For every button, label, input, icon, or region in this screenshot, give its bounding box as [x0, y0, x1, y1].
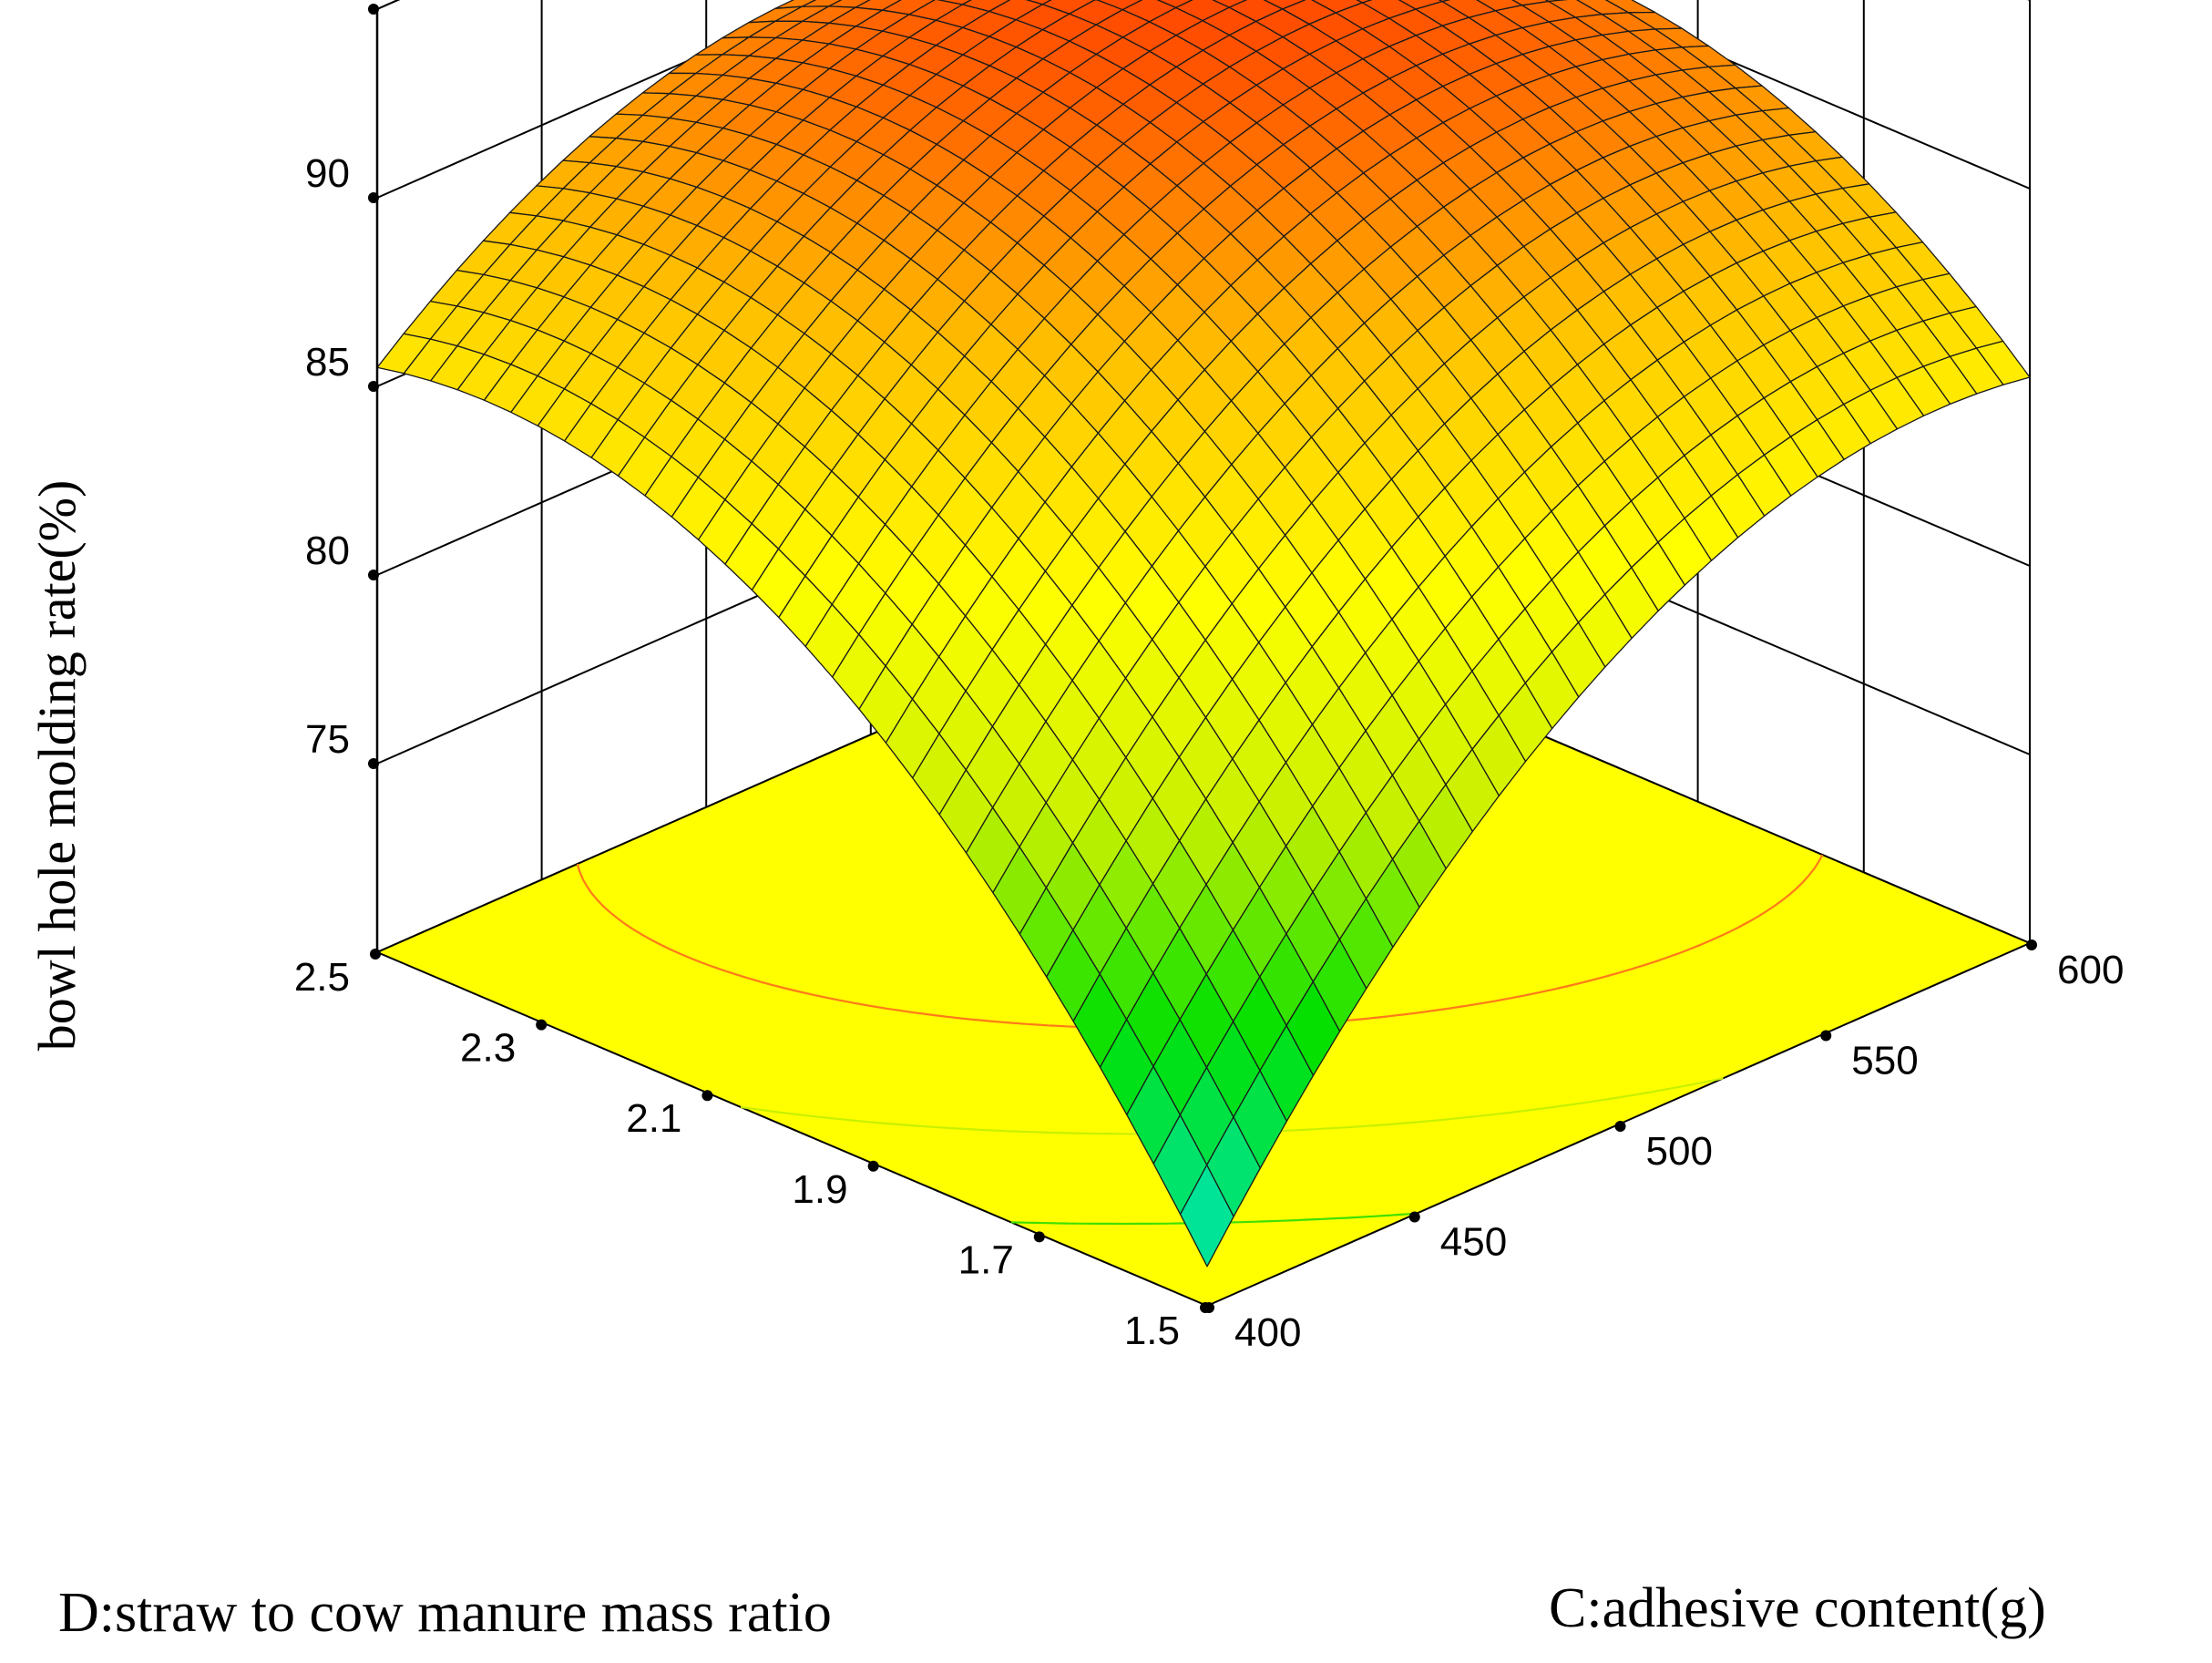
z-tick-label: 95	[305, 0, 350, 7]
y-tick-mark	[370, 949, 381, 960]
y-tick-label: 1.7	[958, 1237, 1014, 1282]
y-tick-label: 2.3	[460, 1026, 516, 1071]
y-tick-label: 1.5	[1124, 1309, 1180, 1353]
x-tick-label: 550	[1851, 1039, 1918, 1083]
y-tick-mark	[867, 1160, 879, 1172]
surface-cell	[1212, 0, 1248, 8]
x-tick-mark	[1820, 1030, 1832, 1042]
x-tick-mark	[2026, 939, 2037, 950]
y-tick-mark	[536, 1019, 548, 1031]
z-tick-label: 75	[305, 717, 350, 762]
y-tick-label: 1.9	[792, 1167, 847, 1212]
x-tick-label: 450	[1440, 1220, 1507, 1265]
z-tick-label: 85	[305, 340, 350, 385]
z-tick-label: 90	[305, 151, 350, 196]
z-tick-label: 80	[305, 529, 350, 573]
z-tick-mark	[368, 192, 379, 203]
x-tick-label: 600	[2057, 948, 2124, 992]
z-tick-mark	[368, 381, 379, 392]
x-axis-label: C:adhesive content(g)	[1549, 1577, 2046, 1639]
response-surface	[376, 0, 2031, 1268]
z-axis-label: bowl hole molding rate(%)	[27, 480, 87, 1052]
x-tick-label: 400	[1234, 1310, 1301, 1355]
surface-cell	[1179, 1164, 1234, 1268]
x-tick-mark	[1408, 1211, 1420, 1223]
y-tick-label: 2.1	[626, 1096, 681, 1141]
y-tick-mark	[1033, 1231, 1045, 1243]
z-tick-mark	[368, 4, 379, 15]
y-axis-label: D:straw to cow manure mass ratio	[58, 1582, 832, 1644]
axes: 75 80 85 90 95 1.5 1.7 1.9 2.1 2.3 2.5 400 450 500 550…	[294, 0, 2125, 1355]
y-tick-label: 2.5	[294, 955, 350, 1000]
x-tick-mark	[1614, 1121, 1626, 1132]
z-tick-mark	[368, 570, 379, 580]
y-tick-mark	[701, 1090, 713, 1102]
z-tick-mark	[368, 758, 379, 769]
z-gridline	[376, 0, 2031, 199]
x-tick-label: 500	[1646, 1129, 1713, 1174]
x-tick-mark	[1203, 1302, 1214, 1313]
